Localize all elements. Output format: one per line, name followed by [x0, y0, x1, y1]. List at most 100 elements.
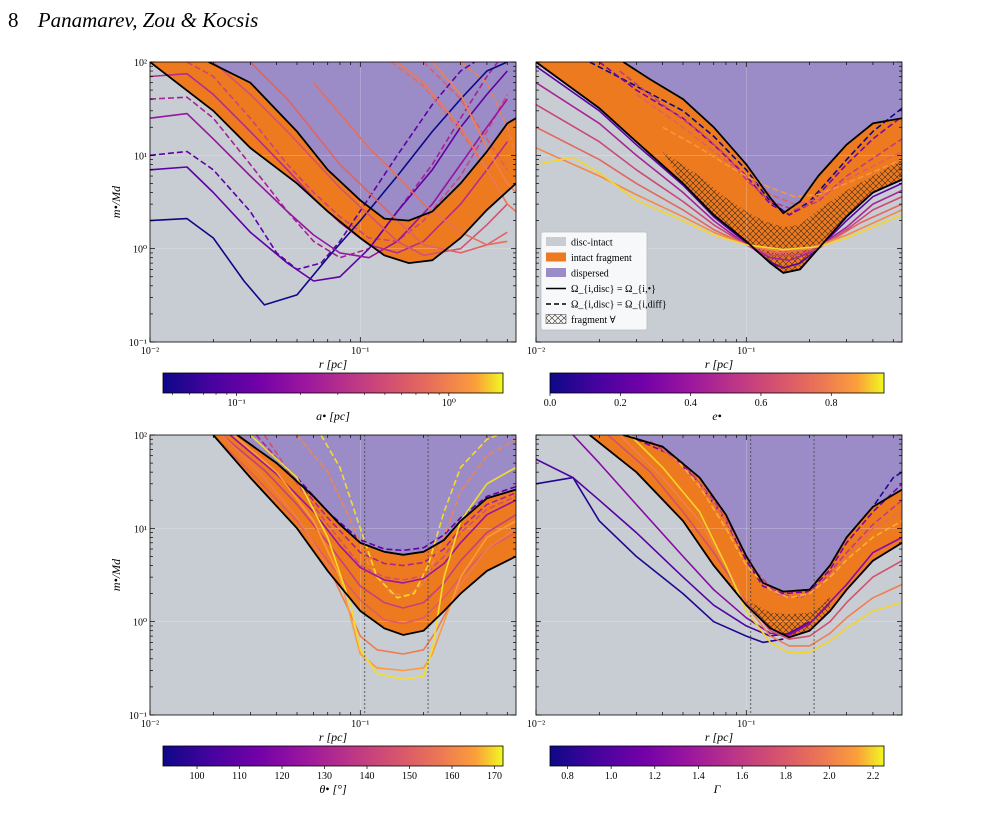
- lower-boundary-line: [150, 62, 516, 265]
- solid-series-line: [536, 156, 902, 251]
- dashed-series-line: [320, 435, 498, 599]
- disc-intact-region: [150, 62, 516, 342]
- upper-boundary-line: [236, 435, 516, 556]
- colorbar-gradient: [162, 745, 504, 767]
- legend-label: disc-intact: [571, 238, 613, 249]
- y-tick-label: 10¹: [134, 151, 147, 162]
- colorbar-tick-label: 1.4: [692, 771, 705, 782]
- dashed-series-line: [423, 62, 508, 171]
- dashed-series-line: [619, 70, 902, 211]
- upper-boundary-line: [208, 62, 516, 222]
- x-tick-label: 10⁻¹: [351, 346, 369, 357]
- lower-boundary-line: [589, 435, 902, 639]
- legend-item: Ω_{i,disc} = Ω_{i,diff}: [546, 300, 667, 311]
- colorbar-tick-label: 0.4: [684, 398, 697, 409]
- dashed-series-line: [662, 448, 902, 599]
- colorbar-tick-label: 110: [232, 771, 247, 782]
- colorbar-tick-label: 130: [317, 771, 332, 782]
- solid-series-line: [249, 62, 508, 254]
- solid-series-line: [150, 62, 508, 306]
- colorbar: 100 110 120 130 140 150 160 170 θ• [°]: [162, 745, 504, 796]
- dashed-series-line: [598, 62, 902, 216]
- legend-swatch: [546, 237, 566, 246]
- solid-series-line: [150, 98, 508, 259]
- colorbar-tick-label: 0.8: [825, 398, 838, 409]
- solid-series-line: [619, 435, 902, 647]
- dashed-series-line: [662, 126, 902, 198]
- solid-series-line: [607, 435, 902, 640]
- page-number: 8: [8, 8, 19, 32]
- colorbar-tick-label: 170: [487, 771, 502, 782]
- upper-boundary-line: [623, 435, 902, 593]
- x-axis-label: r [pc]: [705, 357, 734, 371]
- colorbar-tick-label: 0.6: [755, 398, 768, 409]
- legend-label: Ω_{i,disc} = Ω_{i,•}: [571, 284, 656, 295]
- page-header: 8 Panamarev, Zou & Kocsis: [8, 8, 258, 33]
- solid-series-line: [233, 435, 516, 672]
- axes-frame: [535, 434, 903, 716]
- colorbar-label: Γ: [713, 782, 722, 796]
- x-axis-label: r [pc]: [319, 730, 348, 744]
- colorbar-label: e•: [712, 409, 722, 423]
- colorbar-gradient: [549, 372, 885, 394]
- colorbar-tick-label: 140: [360, 771, 375, 782]
- legend: disc-intact intact fragment dispersed Ω_{i,…: [540, 231, 667, 331]
- axes-frame: [149, 434, 517, 716]
- colorbar-tick-label: 0.8: [561, 771, 574, 782]
- y-axis-label: m•/Md: [109, 558, 123, 591]
- x-tick-label: 10⁻²: [527, 346, 545, 357]
- axes-frame: [149, 61, 517, 343]
- dashed-series-line: [672, 455, 902, 599]
- disc-intact-region: [150, 435, 516, 715]
- solid-series-line: [212, 435, 516, 625]
- colorbar-tick-label: 100: [190, 771, 205, 782]
- lower-boundary-line: [212, 435, 516, 636]
- solid-series-line: [536, 147, 902, 252]
- legend-swatch: [546, 252, 566, 262]
- solid-series-line: [150, 72, 508, 254]
- solid-series-line: [229, 435, 516, 584]
- x-tick-label: 10⁻²: [527, 719, 545, 730]
- axes-frame: [535, 61, 903, 343]
- colorbar-tick-label: 150: [402, 771, 417, 782]
- legend-item: fragment ∀: [545, 314, 616, 326]
- colorbar-tick-label: 10⁻¹: [227, 398, 245, 409]
- y-tick-label: 10⁻¹: [129, 338, 147, 349]
- colorbar-tick-label: 160: [445, 771, 460, 782]
- legend-swatch: [546, 268, 566, 277]
- dashed-series-line: [150, 62, 476, 271]
- upper-boundary-line: [622, 62, 902, 215]
- legend-label: dispersed: [571, 269, 609, 280]
- authors: Panamarev, Zou & Kocsis: [37, 8, 259, 32]
- solid-series-line: [536, 103, 902, 257]
- y-tick-label: 10⁻¹: [129, 711, 147, 722]
- legend-label: Ω_{i,disc} = Ω_{i,diff}: [571, 300, 667, 311]
- colorbar-label: a• [pc]: [316, 409, 350, 423]
- legend-swatch: [545, 314, 567, 324]
- x-tick-label: 10⁻¹: [737, 346, 755, 357]
- colorbar-tick-label: 2.0: [823, 771, 836, 782]
- solid-series-line: [396, 62, 516, 213]
- y-tick-label: 10⁰: [133, 618, 147, 629]
- colorbar-tick-label: 10⁰: [442, 398, 456, 409]
- y-tick-label: 10⁰: [133, 245, 147, 256]
- x-tick-label: 10⁻²: [141, 346, 159, 357]
- colorbar-tick-label: 1.2: [649, 771, 662, 782]
- colorbar-gradient: [549, 745, 885, 767]
- x-axis-label: r [pc]: [319, 357, 348, 371]
- dashed-series-line: [263, 435, 516, 581]
- x-tick-label: 10⁻²: [141, 719, 159, 730]
- colorbar-tick-label: 2.2: [867, 771, 880, 782]
- solid-series-line: [221, 435, 516, 609]
- colorbar: 0.8 1.0 1.2 1.4 1.6 1.8 2.0 2.2 Γ: [549, 745, 885, 796]
- colorbar-tick-label: 0.0: [544, 398, 557, 409]
- x-axis-label: r [pc]: [705, 730, 734, 744]
- colorbar-tick-label: 120: [275, 771, 290, 782]
- y-tick-label: 10²: [134, 431, 147, 442]
- dashed-series-line: [460, 62, 516, 156]
- colorbar-tick-label: 1.8: [780, 771, 793, 782]
- solid-series-line: [536, 476, 784, 644]
- colorbar: 0.0 0.2 0.4 0.6 0.8 e•: [544, 372, 885, 423]
